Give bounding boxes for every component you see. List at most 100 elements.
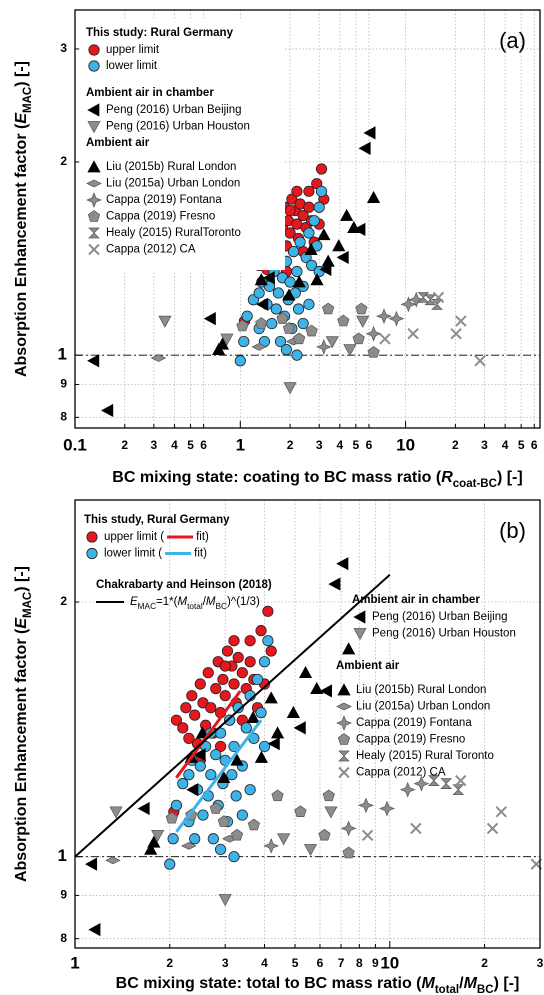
data-point xyxy=(305,324,318,337)
text-part: E xyxy=(13,112,30,124)
data-point xyxy=(230,790,242,802)
data-point xyxy=(287,245,300,258)
data-point xyxy=(255,707,267,719)
model-line xyxy=(74,574,391,858)
text-part: coat-BC xyxy=(453,478,497,490)
legend-marker xyxy=(338,766,350,779)
data-point xyxy=(217,673,229,686)
text-part: Absorption Enhancement factor ( xyxy=(13,628,30,882)
data-point xyxy=(271,789,284,802)
x-tick-label: 3 xyxy=(481,438,488,452)
data-point xyxy=(236,667,248,679)
data-point xyxy=(177,778,189,790)
legend-label: lower limit xyxy=(106,60,158,72)
data-point xyxy=(228,740,240,753)
data-point xyxy=(297,209,309,222)
data-point xyxy=(170,799,183,811)
data-point xyxy=(291,265,303,278)
x-tick-label: 0.1 xyxy=(63,435,87,454)
data-point xyxy=(366,190,381,203)
y-tick-label: 9 xyxy=(60,377,67,391)
y-axis-title: Absorption Enhancement factor (EMAC) [-] xyxy=(13,61,34,377)
data-point xyxy=(150,354,167,362)
text-part: MAC xyxy=(138,602,156,611)
data-point xyxy=(183,732,195,744)
legend-label: Cappa (2019) Fresno xyxy=(106,211,215,223)
data-point xyxy=(219,660,231,672)
data-point xyxy=(313,201,325,213)
text-part: R xyxy=(441,469,453,486)
legend-marker xyxy=(88,44,100,56)
legend-marker xyxy=(87,210,101,222)
data-point xyxy=(253,287,265,299)
data-point xyxy=(303,201,315,213)
data-point xyxy=(282,288,296,301)
text-part: BC xyxy=(215,602,227,611)
x-tick-label: 4 xyxy=(502,438,509,452)
data-point xyxy=(262,605,274,617)
data-point xyxy=(306,259,318,271)
data-point xyxy=(236,809,248,821)
data-point xyxy=(255,317,268,329)
y-tick-label: 9 xyxy=(60,888,67,902)
x-tick-label: 6 xyxy=(200,438,207,452)
data-point xyxy=(277,833,291,846)
data-point xyxy=(195,726,210,739)
text-part: E xyxy=(13,617,30,629)
data-point xyxy=(408,291,425,308)
data-point xyxy=(256,297,269,311)
x-tick-label: 5 xyxy=(518,438,525,452)
data-point xyxy=(220,333,234,346)
data-point xyxy=(286,193,298,205)
data-point xyxy=(284,204,296,217)
data-point xyxy=(205,702,217,714)
x-tick-label: 10 xyxy=(380,953,399,972)
data-point xyxy=(315,338,332,355)
data-point xyxy=(310,273,324,286)
y-tick-label: 1 xyxy=(58,345,67,364)
data-point xyxy=(340,820,357,837)
data-point xyxy=(337,314,350,327)
data-point xyxy=(158,315,172,328)
x-tick-label: 2 xyxy=(121,438,128,452)
data-point xyxy=(232,702,244,714)
text-part: BC xyxy=(477,984,494,995)
legend-marker xyxy=(86,192,102,208)
x-tick-label: 5 xyxy=(353,438,360,452)
legend-label: Healy (2015) RuralToronto xyxy=(106,227,241,239)
data-point xyxy=(291,349,303,361)
data-point xyxy=(214,843,227,856)
legend-marker xyxy=(338,750,350,762)
data-point xyxy=(282,322,296,334)
data-point xyxy=(230,753,244,766)
data-point xyxy=(347,220,361,234)
x-tick-label: 2 xyxy=(452,438,459,452)
x-tick-label: 4 xyxy=(336,438,343,452)
data-point xyxy=(356,315,370,328)
legend-marker xyxy=(336,715,352,731)
legend-marker xyxy=(353,610,366,624)
data-point xyxy=(228,851,240,863)
y-tick-label: 8 xyxy=(60,931,67,945)
panel-label: (b) xyxy=(499,518,526,543)
data-point xyxy=(254,273,268,286)
y-axis-title: Absorption Enhancement factor (EMAC) [-] xyxy=(13,566,34,882)
text-part: =1*( xyxy=(156,596,178,608)
data-point xyxy=(264,691,278,704)
legend-marker xyxy=(88,60,100,72)
data-point xyxy=(474,355,486,367)
data-point xyxy=(236,319,249,332)
data-point xyxy=(258,656,271,668)
data-point xyxy=(193,748,206,762)
data-point xyxy=(417,292,430,303)
data-point xyxy=(284,276,296,288)
data-point xyxy=(280,344,292,356)
x-tick-label: 6 xyxy=(366,438,373,452)
x-axis-title: BC mixing state: coating to BC mass rati… xyxy=(112,469,522,490)
plot-area xyxy=(75,500,540,948)
legend-label: Peng (2016) Urban Houston xyxy=(372,628,516,640)
data-point xyxy=(219,690,231,702)
legend-marker xyxy=(87,121,101,134)
text-part: M xyxy=(206,596,216,608)
x-tick-label: 3 xyxy=(537,956,544,970)
